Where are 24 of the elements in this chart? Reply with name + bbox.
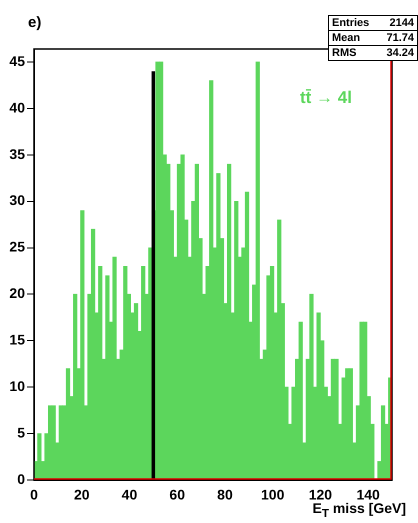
y-tick-label: 45 <box>9 52 26 69</box>
x-tick-label: 20 <box>74 486 90 502</box>
text: RMS 34.24 <box>332 47 414 59</box>
text: Mean 71.74 <box>332 32 414 44</box>
y-tick-label: 10 <box>9 378 26 394</box>
y-tick-label: 40 <box>9 99 26 116</box>
x-tick-label: 120 <box>308 486 332 502</box>
y-tick-label: 30 <box>9 192 26 208</box>
x-tick-label: 60 <box>169 486 186 502</box>
x-tick-label: 140 <box>356 486 380 502</box>
y-tick-label: 35 <box>9 146 26 162</box>
chart-title: e) <box>28 14 42 31</box>
text: Entries 2144 <box>332 17 414 29</box>
y-tick-label: 25 <box>9 238 26 255</box>
x-tick-label: 0 <box>30 486 38 502</box>
y-tick-label: 20 <box>9 285 26 302</box>
y-tick-label: 5 <box>17 424 26 440</box>
x-tick-label: 40 <box>122 486 138 502</box>
y-tick-label: 0 <box>17 470 26 487</box>
x-axis-title: E$_{T}$ miss [GeV] <box>312 500 406 520</box>
y-tick-label: 15 <box>9 332 26 348</box>
text: tt̄ → 4l <box>300 88 352 108</box>
x-tick-label: 100 <box>260 486 285 502</box>
x-tick-label: 80 <box>217 486 233 502</box>
